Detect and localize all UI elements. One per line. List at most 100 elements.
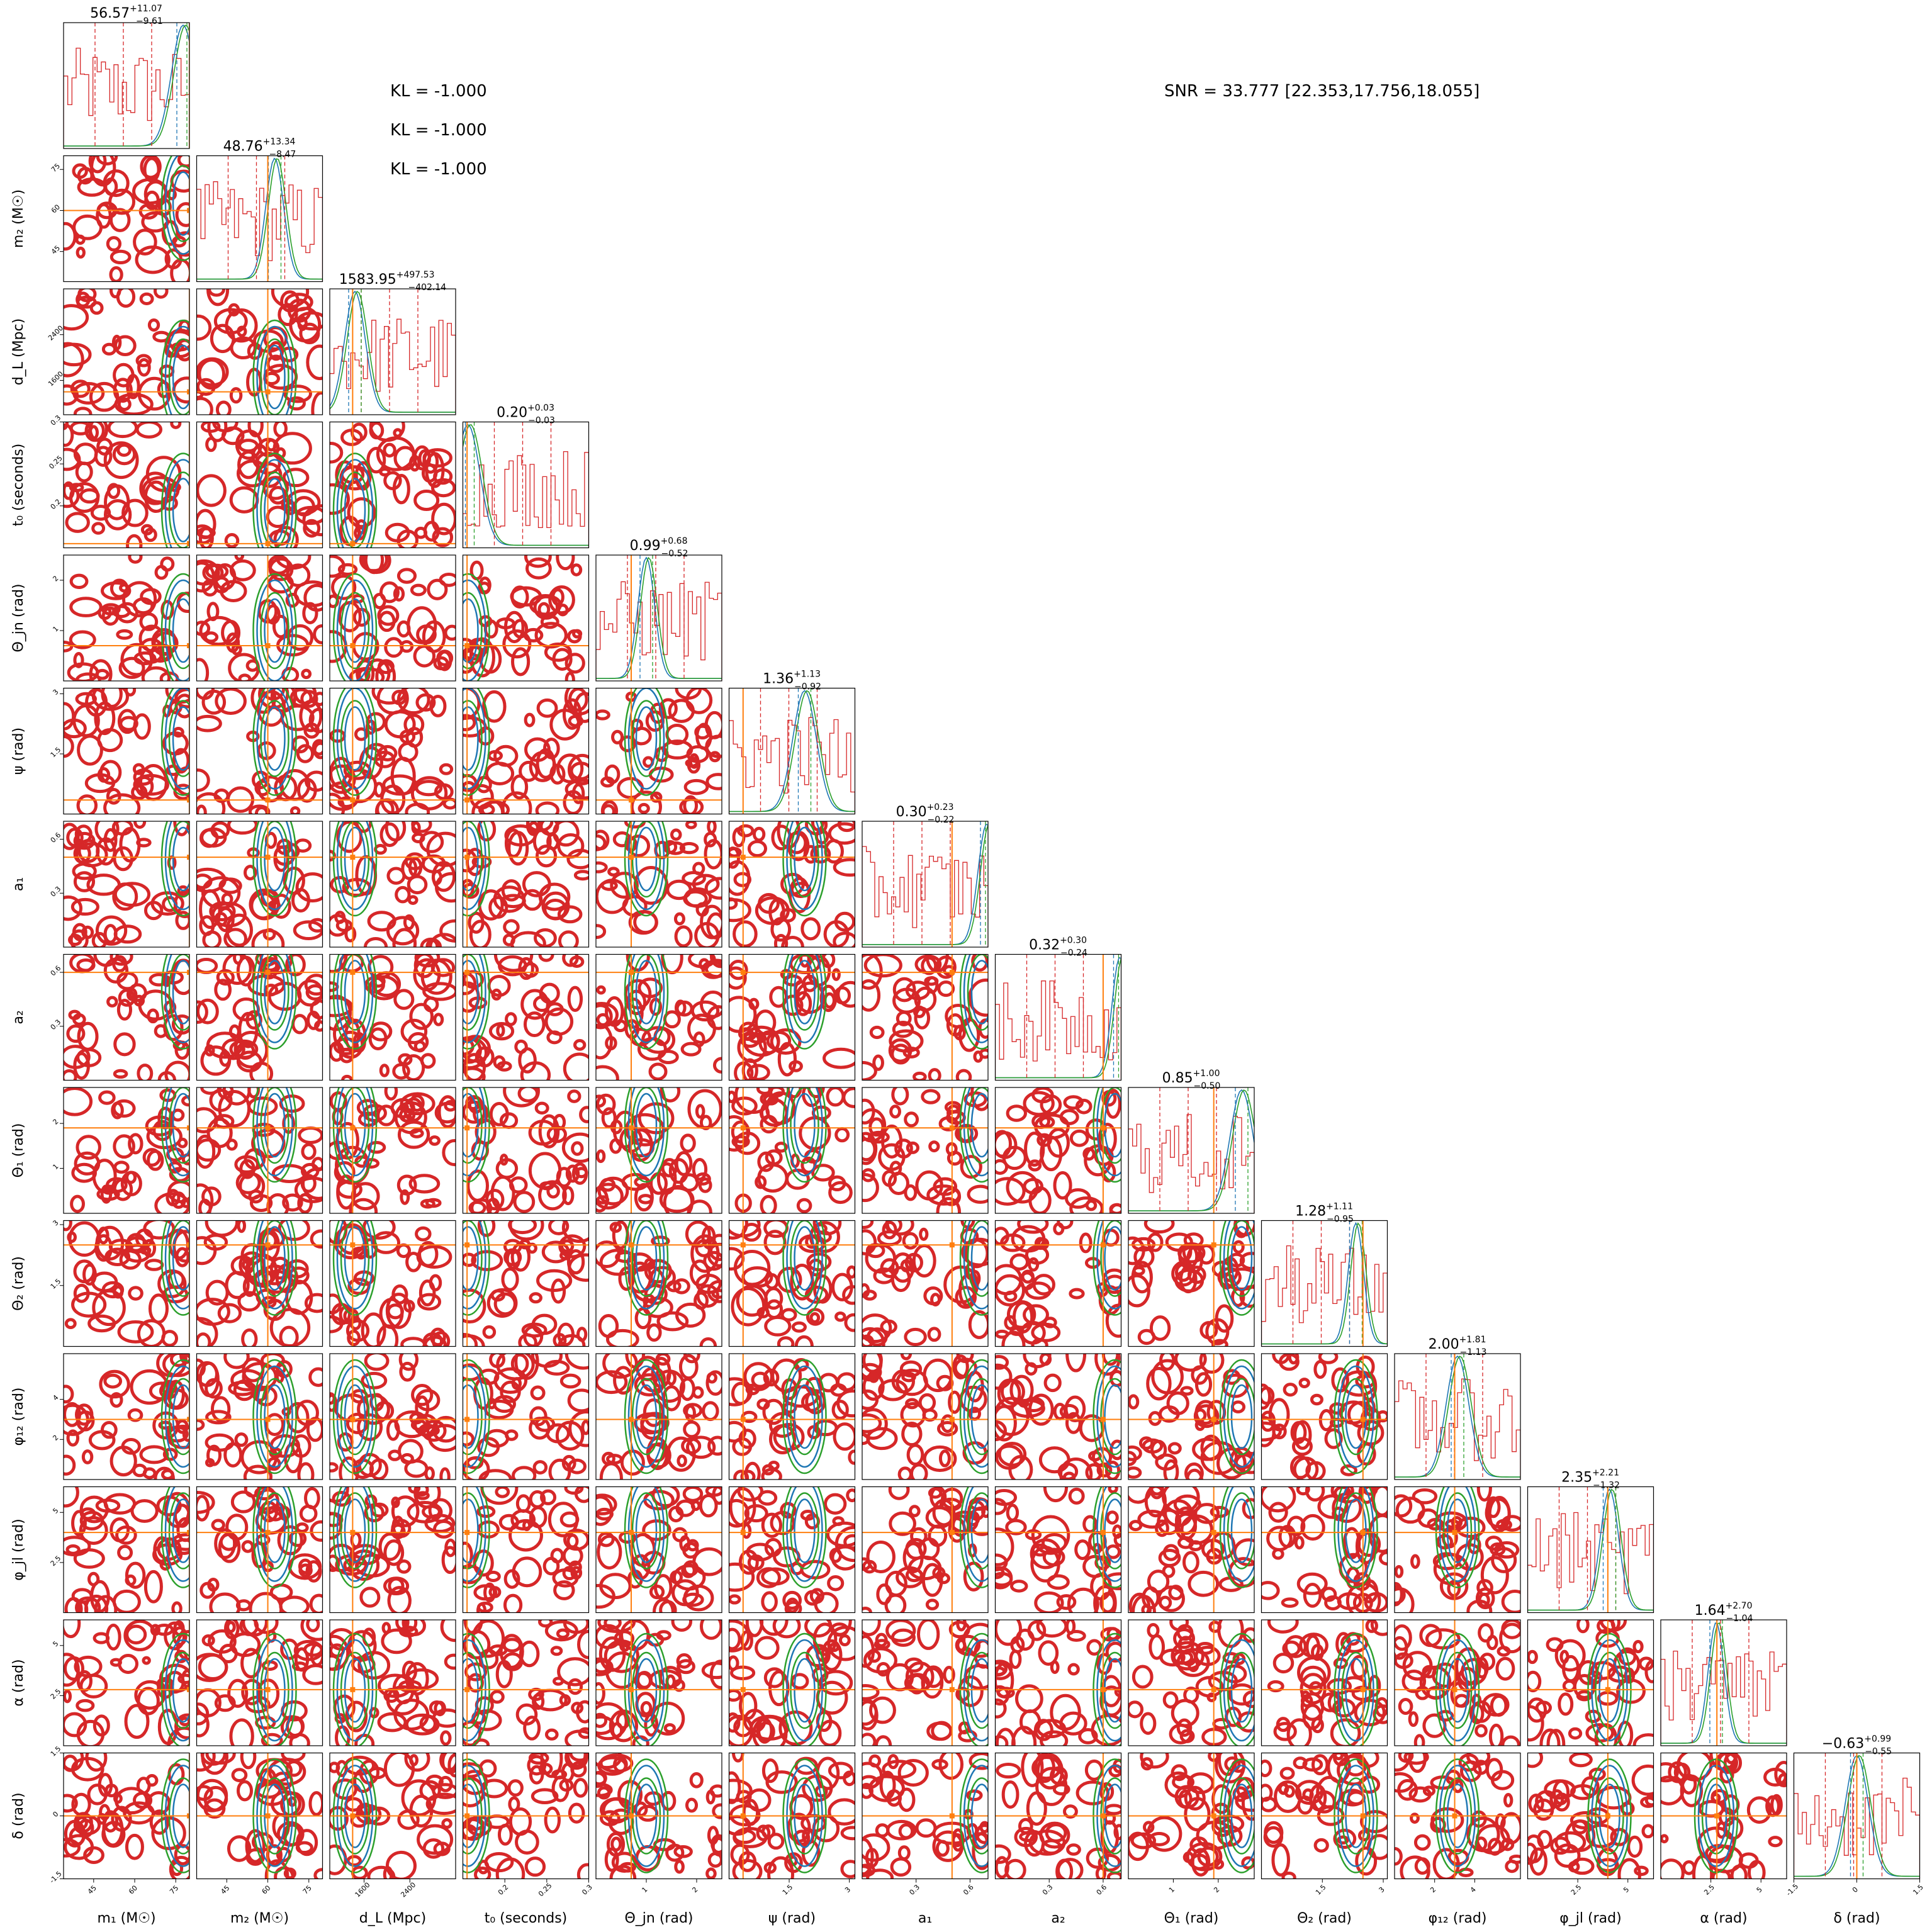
red-contour	[93, 1632, 110, 1644]
red-contour	[175, 202, 189, 227]
red-contour	[463, 714, 476, 731]
blue-contour	[264, 598, 286, 663]
red-contour	[236, 1780, 254, 1802]
red-contour	[1174, 1506, 1198, 1536]
y-tick-label: 0.2	[49, 498, 63, 512]
red-contour	[1182, 1551, 1199, 1574]
red-contour	[133, 821, 147, 829]
red-contour	[672, 1527, 688, 1542]
red-contour	[1128, 1700, 1144, 1719]
red-contour	[64, 222, 77, 251]
red-contour	[733, 1829, 756, 1845]
red-contour	[403, 714, 425, 736]
y-axis-label: t₀ (seconds)	[11, 444, 26, 527]
red-contour	[915, 1818, 937, 1838]
panel-frame	[1527, 1752, 1654, 1880]
blue-histogram	[995, 957, 1121, 1079]
red-contour	[511, 647, 531, 677]
red-contour	[468, 911, 485, 934]
red-contour	[229, 559, 256, 581]
panel-frame	[1527, 1486, 1654, 1614]
red-contour	[74, 1403, 94, 1426]
red-contour	[923, 1358, 953, 1393]
green-contour	[463, 1220, 490, 1316]
y-axis-label: δ (rad)	[11, 1792, 26, 1839]
red-contour	[137, 1687, 160, 1716]
red-contour	[535, 844, 558, 868]
panel-frame	[994, 1752, 1122, 1880]
red-contour	[489, 1354, 506, 1368]
red-contour	[568, 1410, 589, 1447]
panel-content	[596, 1354, 722, 1480]
x-axis-label: α (rad)	[1700, 1911, 1747, 1926]
red-contour	[1036, 1133, 1052, 1147]
red-contour	[800, 917, 821, 941]
red-contour	[660, 1790, 677, 1811]
blue-contour	[1230, 1498, 1253, 1563]
red-contour	[440, 1620, 456, 1643]
red-contour	[1063, 1804, 1078, 1819]
green-contour	[340, 1651, 370, 1729]
red-contour	[868, 1754, 882, 1768]
blue-contour	[1446, 1658, 1469, 1723]
red-contour	[773, 1422, 805, 1451]
red-contour	[744, 1504, 768, 1523]
green-histogram	[995, 958, 1121, 1079]
blue-contour	[463, 688, 486, 790]
red-contour	[227, 1835, 252, 1862]
red-contour	[1330, 1718, 1361, 1746]
red-contour	[213, 1114, 235, 1129]
red-contour	[690, 1500, 701, 1512]
panel-content	[1395, 1486, 1520, 1613]
red-contour	[408, 1174, 441, 1194]
red-contour	[357, 1413, 383, 1441]
green-contour	[160, 821, 189, 917]
panel-frame	[595, 554, 722, 682]
red-contour	[269, 1256, 291, 1280]
panel-frame	[462, 1486, 590, 1614]
red-contour	[1539, 1728, 1561, 1746]
panel-content	[64, 155, 189, 282]
green-contour	[959, 1632, 988, 1746]
red-contour	[101, 1420, 118, 1439]
red-contour	[573, 1778, 588, 1798]
red-contour	[72, 163, 88, 179]
red-contour	[128, 555, 143, 564]
red-contour	[1132, 1665, 1154, 1689]
red-contour	[233, 1031, 269, 1069]
red-contour	[828, 1181, 853, 1205]
red-contour	[330, 954, 348, 974]
red-contour	[69, 573, 89, 590]
panel-content	[196, 1753, 323, 1879]
panel-content	[596, 1220, 722, 1347]
red-contour	[662, 1385, 682, 1412]
red-contour	[308, 1367, 323, 1387]
red-contour	[563, 1620, 589, 1634]
panel-content	[64, 555, 189, 681]
red-contour	[1627, 1835, 1643, 1858]
green-contour	[340, 1492, 370, 1570]
red-contour	[1009, 1580, 1028, 1593]
red-contour	[524, 712, 536, 727]
red-contour	[392, 928, 417, 947]
red-contour	[196, 561, 215, 593]
red-contour	[1291, 1437, 1313, 1456]
red-contour	[64, 1454, 76, 1476]
red-contour	[405, 727, 424, 748]
green-contour	[260, 954, 289, 1031]
red-contour	[464, 1662, 488, 1682]
red-contour	[415, 1226, 432, 1242]
panel-content	[995, 1354, 1121, 1480]
panel-frame	[1394, 1353, 1521, 1480]
contour-panel-10-5	[595, 1220, 722, 1347]
panel-frame	[728, 1220, 856, 1347]
red-contour	[286, 563, 311, 587]
red-contour	[392, 473, 410, 505]
red-contour	[1527, 1697, 1547, 1723]
red-contour	[1401, 1669, 1427, 1693]
x-tick-label: 1	[1167, 1885, 1176, 1894]
kl-label-1: KL = -1.000	[390, 82, 487, 101]
red-contour	[400, 1189, 410, 1205]
panel-content	[64, 821, 189, 947]
red-contour	[282, 468, 310, 488]
